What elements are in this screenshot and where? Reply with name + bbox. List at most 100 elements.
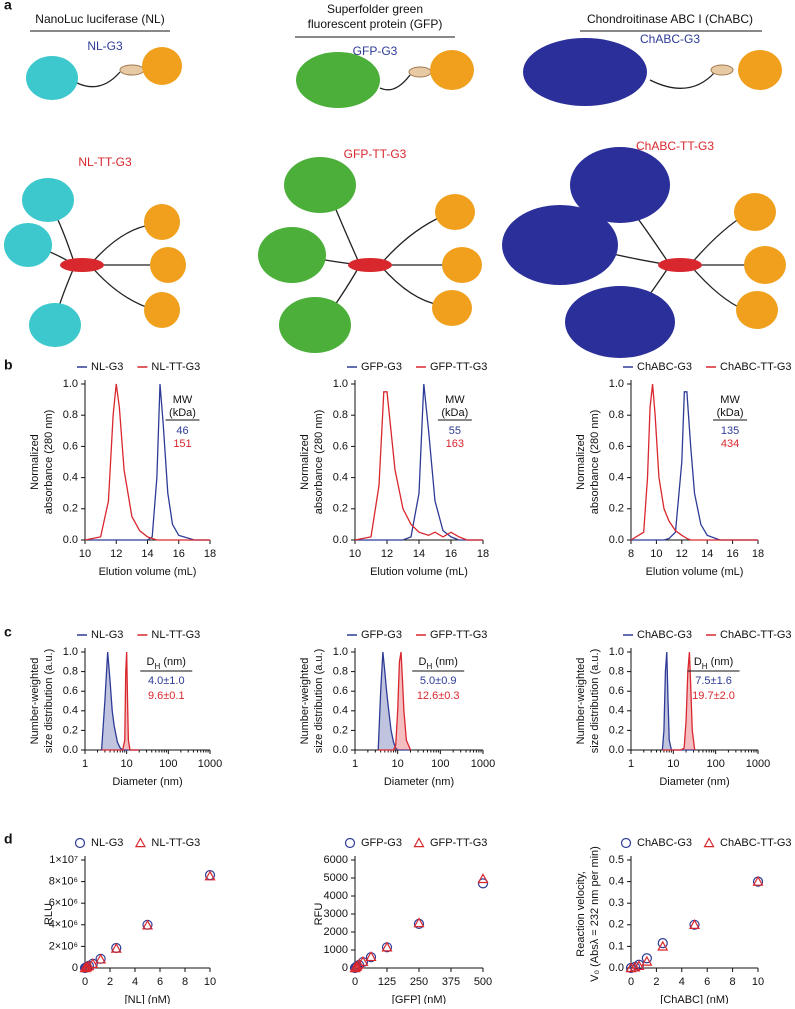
axis: [630, 856, 758, 969]
marker: [657, 940, 669, 951]
axis: [84, 856, 210, 969]
line: [354, 391, 483, 541]
panel-label: c: [4, 624, 12, 640]
y-tick-label: 0.8: [63, 666, 78, 678]
inset-header-part: H: [702, 662, 708, 671]
x-tick-label: 16: [445, 548, 457, 560]
column-title: NanoLuc luciferase (NL): [35, 12, 164, 26]
area: [378, 652, 411, 750]
marker: [141, 919, 154, 930]
legend-label: GFP-G3: [361, 837, 402, 849]
y-tick-label: 0.2: [609, 919, 624, 931]
y-tick-label: 0.2: [609, 724, 624, 736]
x-tick-label: 6: [157, 976, 163, 988]
x-axis-label: Elution volume (mL): [99, 566, 197, 578]
x-tick-label: 14: [413, 548, 425, 560]
x-tick-label: 1000: [198, 758, 222, 770]
marker: [381, 941, 393, 952]
legend-marker: [74, 837, 86, 849]
inset-value: 434: [721, 438, 739, 450]
x-tick-label: 0: [628, 976, 634, 988]
y-tick-label: 0.8: [609, 409, 624, 421]
y-tick-label: 0.6: [609, 685, 624, 697]
y-tick-label: 0.8: [333, 666, 348, 678]
inset-value: 135: [721, 425, 739, 437]
x-tick-label: 2: [107, 976, 113, 988]
inset-header: DH (nm): [147, 656, 186, 671]
y-axis-label: size distribution (a.u.): [313, 649, 325, 754]
y-axis-label: size distribution (a.u.): [589, 649, 601, 754]
x-axis-label: Diameter (nm): [659, 776, 729, 788]
y-tick-label: 1.0: [609, 646, 624, 658]
y-tick-label: 1.0: [333, 378, 348, 390]
marker: [357, 955, 369, 966]
line: [378, 651, 412, 751]
inset-header: MW: [445, 394, 465, 406]
y-axis-label: absorbance (280 nm): [43, 410, 55, 515]
y-tick-label: 0.0: [333, 534, 348, 546]
x-tick-label: 16: [173, 548, 185, 560]
inset-header: (kDa): [717, 407, 744, 419]
column-title: fluorescent protein (GFP): [308, 17, 443, 31]
y-tick-label: 0.2: [609, 503, 624, 515]
x-tick-label: 6: [704, 976, 710, 988]
y-tick-label: 4000: [324, 890, 348, 902]
y-tick-label: 0.6: [333, 440, 348, 452]
y-tick-label: 1.0: [63, 378, 78, 390]
y-tick-label: 1.0: [609, 378, 624, 390]
inset-value: 55: [449, 425, 461, 437]
x-axis-label: Diameter (nm): [384, 776, 454, 788]
construct-label: NL-TT-G3: [78, 155, 132, 169]
legend-label: NL-TT-G3: [151, 837, 200, 849]
line: [630, 383, 758, 541]
legend-label: GFP-TT-G3: [430, 837, 487, 849]
legend-marker: [703, 837, 715, 848]
marker: [657, 938, 668, 949]
y-tick-label: 0.4: [609, 876, 624, 888]
line: [662, 651, 696, 751]
x-tick-label: 10: [204, 976, 216, 988]
y-tick-label: 0.0: [63, 534, 78, 546]
y-tick-label: 0.8: [333, 409, 348, 421]
x-tick-label: 250: [410, 976, 428, 988]
column-title: Chondroitinase ABC I (ChABC): [587, 12, 753, 26]
legend-label: ChABC-TT-G3: [720, 837, 792, 849]
line: [355, 383, 483, 541]
x-tick-label: 1: [628, 758, 634, 770]
x-tick-label: 8: [628, 548, 634, 560]
x-tick-label: 12: [676, 548, 688, 560]
marker: [688, 919, 701, 929]
marker: [477, 878, 489, 889]
line: [84, 383, 210, 541]
y-tick-label: 1.0: [63, 646, 78, 658]
legend-marker: [620, 837, 632, 849]
y-tick-label: 0.8: [609, 666, 624, 678]
legend-label: NL-G3: [91, 629, 123, 641]
x-tick-label: 10: [650, 548, 662, 560]
legend-label: GFP-TT-G3: [430, 361, 487, 373]
y-axis-label: RLU: [43, 903, 55, 925]
inset-value: 46: [176, 425, 188, 437]
construct-label: GFP-G3: [353, 44, 398, 58]
legend-marker: [134, 837, 146, 848]
x-axis-label: Diameter (nm): [112, 776, 182, 788]
x-tick-label: 0: [82, 976, 88, 988]
legend-label: ChABC-TT-G3: [720, 361, 792, 373]
inset-header: MW: [720, 394, 740, 406]
y-tick-label: 3000: [324, 908, 348, 920]
marker: [204, 870, 216, 881]
x-tick-label: 10: [392, 758, 404, 770]
inset-header-part: (nm): [160, 656, 186, 668]
x-tick-label: 18: [477, 548, 489, 560]
legend-label: ChABC-G3: [637, 629, 692, 641]
y-axis-label: Normalized: [29, 434, 41, 490]
y-tick-label: 0.4: [609, 705, 624, 717]
inset-header-part: H: [155, 662, 161, 671]
y-tick-label: 0.6: [63, 685, 78, 697]
y-tick-label: 2000: [324, 926, 348, 938]
y-axis-label: size distribution (a.u.): [43, 649, 55, 754]
inset-header-part: (nm): [708, 656, 734, 668]
inset-value: 12.6±0.3: [417, 690, 460, 702]
y-tick-label: 0.8: [63, 409, 78, 421]
y-tick-label: 0.0: [63, 744, 78, 756]
